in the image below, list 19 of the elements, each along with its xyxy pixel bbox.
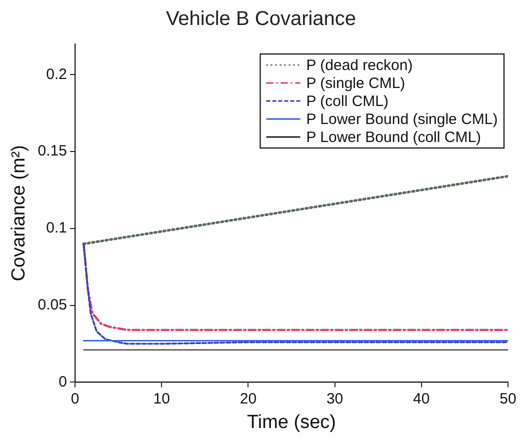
x-tick-label: 40 (413, 390, 430, 408)
x-axis-title: Time (sec) (246, 412, 336, 433)
y-tick-label: 0.1 (46, 220, 67, 237)
x-tick-label: 20 (240, 390, 257, 408)
legend-label: P (dead reckon) (306, 57, 413, 74)
legend-label: P (single CML) (306, 75, 406, 92)
legend-label: P Lower Bound (single CML) (306, 111, 498, 128)
y-tick-label: 0 (58, 373, 67, 390)
chart-title: Vehicle B Covariance (164, 8, 358, 31)
x-tick-label: 50 (500, 390, 516, 408)
y-axis-title: Covariance (m²) (8, 145, 30, 282)
y-tick-label: 0.05 (38, 296, 67, 314)
y-tick-label: 0.2 (46, 66, 67, 83)
x-tick-label: 10 (153, 390, 170, 408)
legend-label: P Lower Bound (coll CML) (306, 129, 482, 146)
x-tick-label: 0 (70, 390, 80, 408)
x-tick-label: 30 (326, 390, 344, 408)
legend-label: P (coll CML) (306, 93, 388, 110)
y-tick-label: 0.15 (38, 142, 67, 160)
